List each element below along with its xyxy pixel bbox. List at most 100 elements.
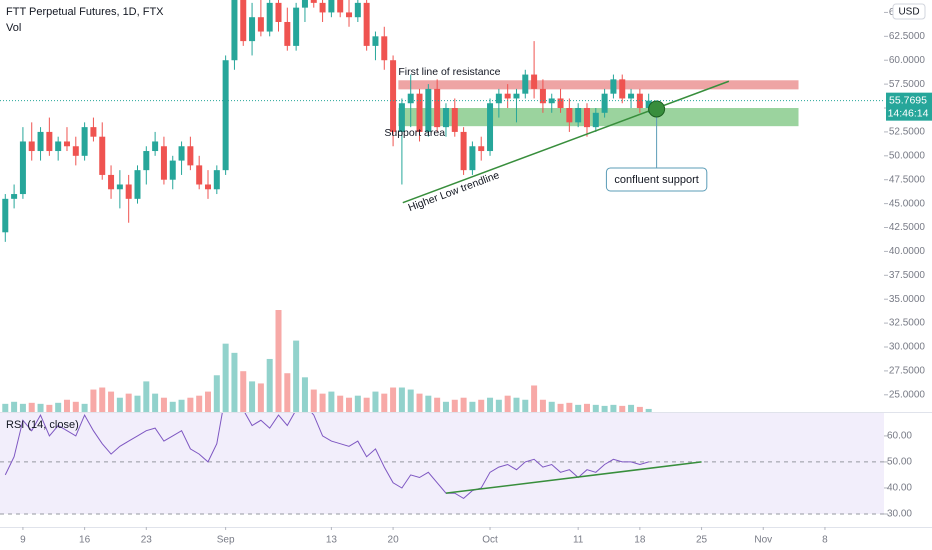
x-tick-label: 18 xyxy=(634,535,646,546)
volume-bar xyxy=(575,404,582,412)
candle-body xyxy=(11,194,18,199)
countdown: 14:46:14 xyxy=(888,107,929,119)
volume-bar xyxy=(108,391,115,412)
candle-body xyxy=(487,103,494,152)
rsi-trendline xyxy=(445,461,702,494)
candle-body xyxy=(513,93,520,99)
candle-body xyxy=(249,17,256,42)
volume-bar xyxy=(249,381,256,412)
candle-body xyxy=(310,0,317,3)
last-price-badge xyxy=(886,92,932,121)
volume-bar xyxy=(99,387,106,412)
candle-body xyxy=(539,88,546,104)
callout-box xyxy=(605,167,708,192)
resistance-label: First line of resistance xyxy=(398,66,500,78)
candle-body xyxy=(495,93,502,104)
volume-bar xyxy=(504,395,511,412)
volume-bar xyxy=(539,399,546,412)
volume-bar xyxy=(619,405,626,412)
volume-bar xyxy=(442,401,449,412)
chart-title: FTT Perpetual Futures, 1D, FTX xyxy=(6,6,164,18)
candle-body xyxy=(469,146,476,171)
candle-body xyxy=(63,141,70,147)
x-tick-label: Nov xyxy=(754,535,772,546)
candle-body xyxy=(557,98,564,109)
volume-bar xyxy=(178,399,185,412)
volume-bar xyxy=(152,393,159,412)
rsi-tick-label: 60.00 xyxy=(887,431,912,442)
candle-body xyxy=(240,0,247,42)
callout-point xyxy=(648,100,666,118)
candle-body xyxy=(381,36,388,61)
volume-bar xyxy=(46,404,53,412)
y-tick-label: 45.0000 xyxy=(889,198,926,209)
y-tick-label: 50.0000 xyxy=(889,150,926,161)
rsi-line xyxy=(4,413,649,500)
trendline xyxy=(402,80,730,204)
volume-bar xyxy=(372,391,379,412)
volume-bar xyxy=(37,403,44,412)
candle-body xyxy=(55,141,62,152)
candle-body xyxy=(645,100,652,109)
volume-bar xyxy=(522,399,529,412)
candle-body xyxy=(125,184,132,199)
candle-body xyxy=(301,0,308,8)
volume-bar xyxy=(63,399,70,412)
candle-body xyxy=(504,93,511,99)
last-price: 55.7695 xyxy=(889,94,927,106)
volume-bar xyxy=(187,397,194,412)
volume-bar xyxy=(628,404,635,412)
candle-body xyxy=(2,198,9,233)
volume-bar xyxy=(495,399,502,412)
candle-body xyxy=(478,146,485,152)
candle-body xyxy=(592,112,599,128)
volume-bar xyxy=(240,371,247,412)
candle-body xyxy=(46,131,53,152)
y-tick-label: 42.5000 xyxy=(889,222,926,233)
volume-bar xyxy=(284,373,291,412)
y-tick-label: 35.0000 xyxy=(889,294,926,305)
volume-bar xyxy=(583,403,590,412)
volume-bar xyxy=(257,383,264,412)
volume-bar xyxy=(222,343,229,412)
volume-bar xyxy=(337,395,344,412)
x-tick-label: 8 xyxy=(822,535,828,546)
candle-body xyxy=(442,108,449,128)
volume-bar xyxy=(301,377,308,412)
callout-label: confluent support xyxy=(614,174,698,186)
candle-body xyxy=(187,146,194,166)
volume-bar xyxy=(275,310,282,412)
candle-body xyxy=(354,2,361,18)
candle-body xyxy=(169,160,176,180)
y-tick-label: 25.0000 xyxy=(889,389,926,400)
volume-pane xyxy=(2,310,652,412)
candle-body xyxy=(196,165,203,185)
candle-body xyxy=(398,103,405,132)
volume-bar xyxy=(293,340,300,412)
volume-bar xyxy=(592,404,599,412)
y-tick-label: 40.0000 xyxy=(889,246,926,257)
y-tick-label: 60.0000 xyxy=(889,55,926,66)
candle-body xyxy=(90,127,97,137)
resistance-zone xyxy=(398,80,799,90)
x-tick-label: 25 xyxy=(696,535,708,546)
candle-body xyxy=(610,79,617,94)
volume-bar xyxy=(636,406,643,412)
rsi-tick-label: 40.00 xyxy=(887,483,912,494)
volume-bar xyxy=(346,397,353,412)
candle-body xyxy=(416,93,423,132)
volume-bar xyxy=(125,393,132,412)
volume-bar xyxy=(610,404,617,412)
candle-body xyxy=(619,79,626,99)
candle-body xyxy=(205,184,211,190)
y-tick-label: 47.5000 xyxy=(889,174,926,185)
candle-body xyxy=(583,108,590,128)
x-tick-label: 9 xyxy=(20,535,26,546)
volume-bar xyxy=(160,397,167,412)
x-tick-label: 13 xyxy=(326,535,338,546)
volume-bar xyxy=(407,389,414,412)
candle-body xyxy=(337,0,344,13)
volume-bar xyxy=(231,352,238,412)
axes: 65.000062.500060.000057.500055.000052.50… xyxy=(0,3,932,546)
support-label: Support area xyxy=(384,127,445,139)
